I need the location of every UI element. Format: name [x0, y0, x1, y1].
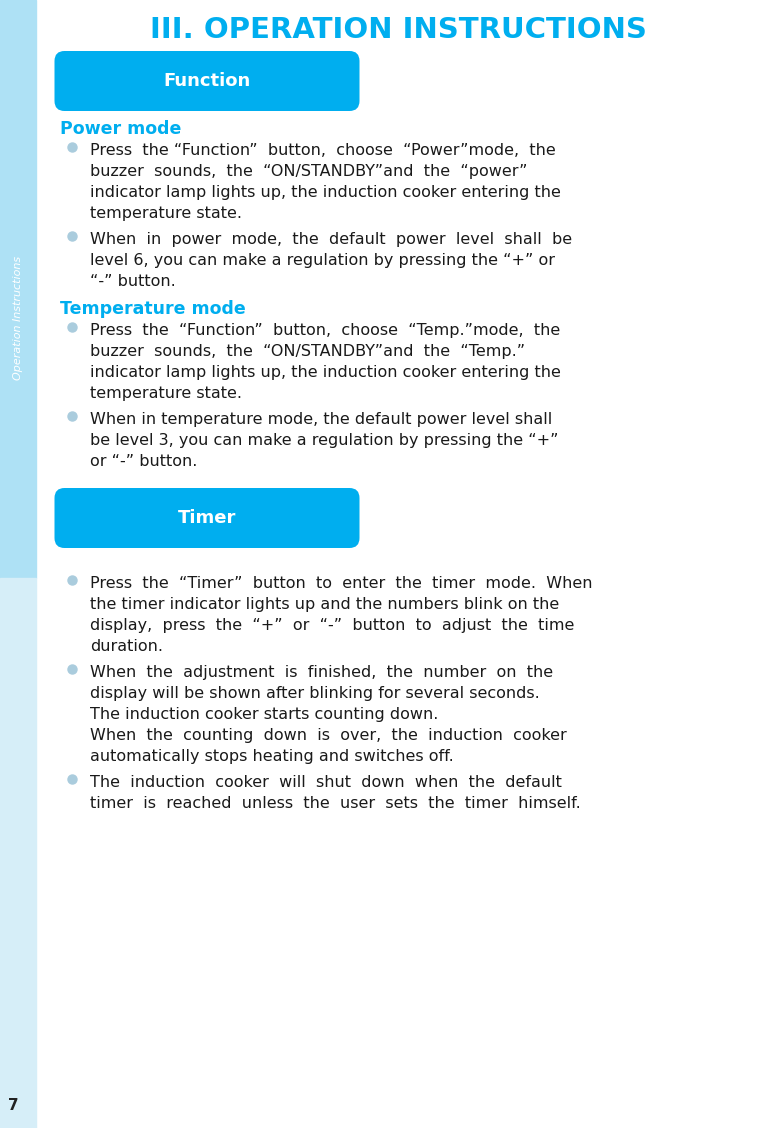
Text: When  the  counting  down  is  over,  the  induction  cooker: When the counting down is over, the indu… — [90, 728, 567, 743]
Text: display will be shown after blinking for several seconds.: display will be shown after blinking for… — [90, 686, 540, 700]
Text: The  induction  cooker  will  shut  down  when  the  default: The induction cooker will shut down when… — [90, 775, 562, 790]
Text: 7: 7 — [8, 1098, 19, 1113]
Text: “-” button.: “-” button. — [90, 274, 176, 289]
Text: buzzer  sounds,  the  “ON/STANDBY”and  the  “Temp.”: buzzer sounds, the “ON/STANDBY”and the “… — [90, 344, 525, 359]
Text: III. OPERATION INSTRUCTIONS: III. OPERATION INSTRUCTIONS — [150, 16, 646, 44]
Text: or “-” button.: or “-” button. — [90, 453, 197, 469]
Text: duration.: duration. — [90, 638, 163, 654]
FancyBboxPatch shape — [55, 51, 359, 111]
Text: Timer: Timer — [178, 509, 236, 527]
Bar — [0, 0, 36, 578]
Text: Temperature mode: Temperature mode — [60, 300, 246, 318]
Text: Power mode: Power mode — [60, 120, 181, 138]
Text: Press  the  “Timer”  button  to  enter  the  timer  mode.  When: Press the “Timer” button to enter the ti… — [90, 576, 592, 591]
Text: When in temperature mode, the default power level shall: When in temperature mode, the default po… — [90, 412, 552, 428]
Text: temperature state.: temperature state. — [90, 386, 242, 400]
Text: display,  press  the  “+”  or  “-”  button  to  adjust  the  time: display, press the “+” or “-” button to … — [90, 618, 574, 633]
Text: level 6, you can make a regulation by pressing the “+” or: level 6, you can make a regulation by pr… — [90, 253, 555, 268]
Text: buzzer  sounds,  the  “ON/STANDBY”and  the  “power”: buzzer sounds, the “ON/STANDBY”and the “… — [90, 164, 527, 179]
Text: Operation Instructions: Operation Instructions — [13, 256, 23, 380]
Text: indicator lamp lights up, the induction cooker entering the: indicator lamp lights up, the induction … — [90, 185, 561, 200]
Text: the timer indicator lights up and the numbers blink on the: the timer indicator lights up and the nu… — [90, 597, 559, 613]
Bar — [0, 578, 36, 1128]
Text: When  in  power  mode,  the  default  power  level  shall  be: When in power mode, the default power le… — [90, 232, 572, 247]
Text: Press  the “Function”  button,  choose  “Power”mode,  the: Press the “Function” button, choose “Pow… — [90, 143, 556, 158]
Text: Function: Function — [163, 72, 251, 90]
FancyBboxPatch shape — [55, 488, 359, 548]
Text: automatically stops heating and switches off.: automatically stops heating and switches… — [90, 749, 454, 764]
Text: indicator lamp lights up, the induction cooker entering the: indicator lamp lights up, the induction … — [90, 365, 561, 380]
Text: Press  the  “Function”  button,  choose  “Temp.”mode,  the: Press the “Function” button, choose “Tem… — [90, 323, 561, 338]
Text: temperature state.: temperature state. — [90, 206, 242, 221]
Text: be level 3, you can make a regulation by pressing the “+”: be level 3, you can make a regulation by… — [90, 433, 558, 448]
Text: When  the  adjustment  is  finished,  the  number  on  the: When the adjustment is finished, the num… — [90, 666, 553, 680]
Text: The induction cooker starts counting down.: The induction cooker starts counting dow… — [90, 707, 439, 722]
Text: timer  is  reached  unless  the  user  sets  the  timer  himself.: timer is reached unless the user sets th… — [90, 796, 581, 811]
